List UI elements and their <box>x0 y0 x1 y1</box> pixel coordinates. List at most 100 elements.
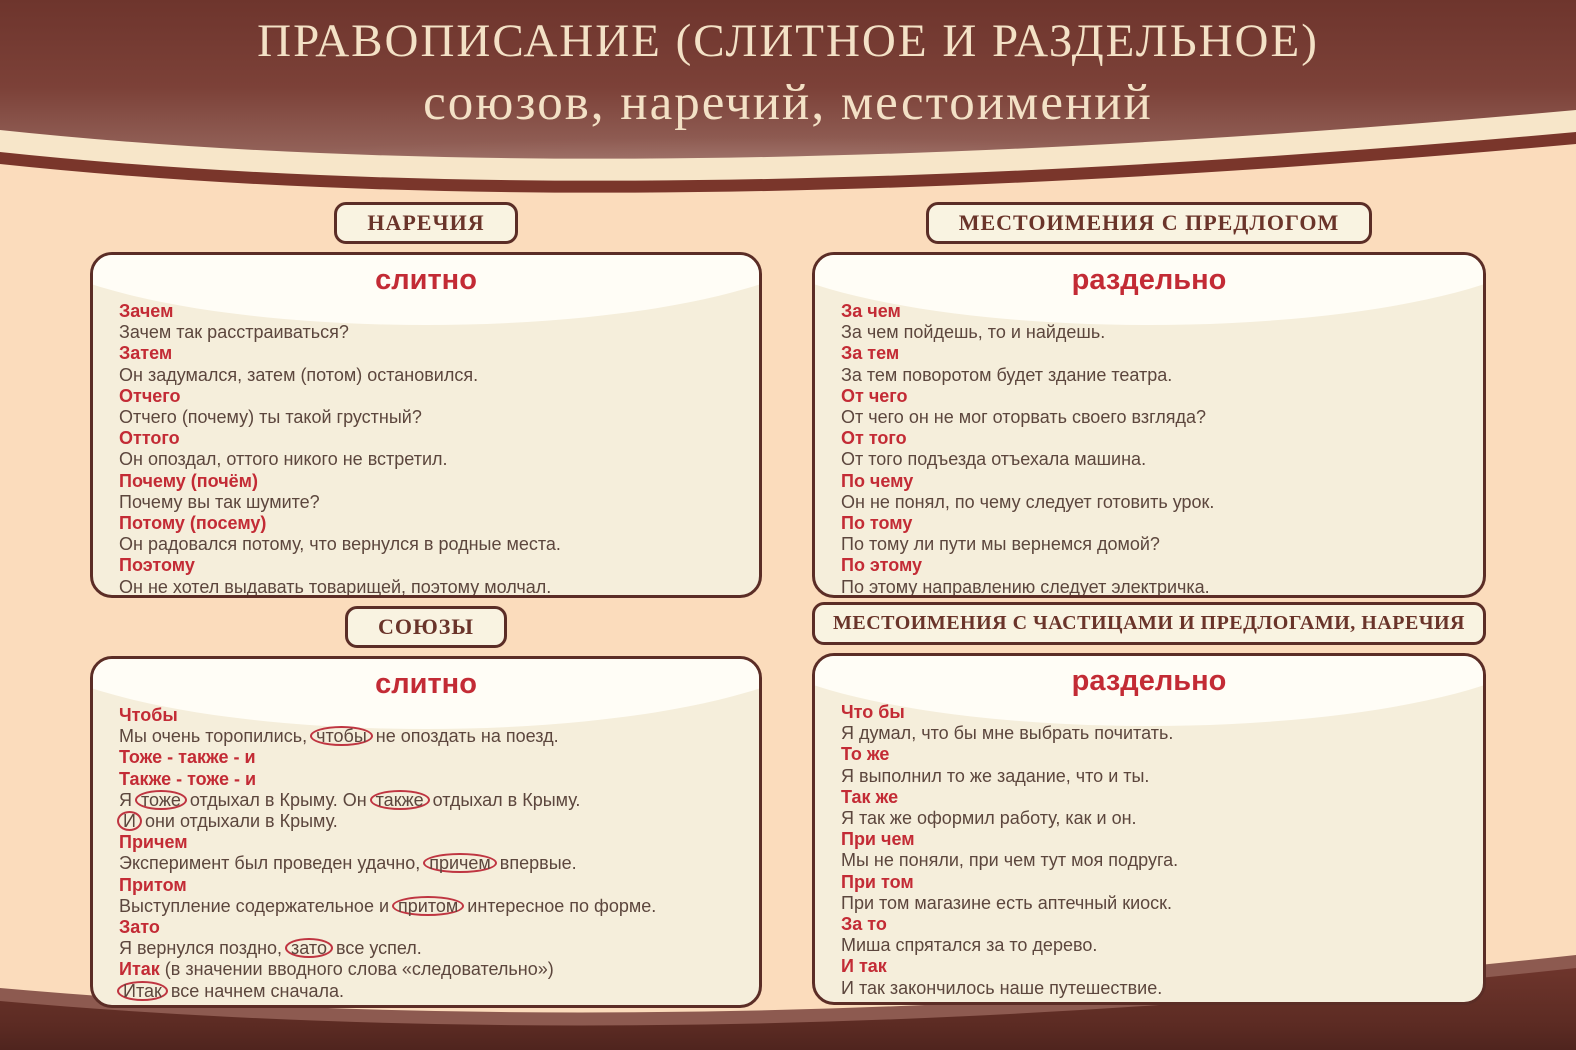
text-segment: Тоже - также - и <box>119 747 256 768</box>
example-line: Он не хотел выдавать товарищей, поэтому … <box>119 577 739 595</box>
term-line: Зато <box>119 917 739 938</box>
section-label: МЕСТОИМЕНИЯ С ПРЕДЛОГОМ <box>925 202 1373 244</box>
text-segment: Притом <box>119 874 187 895</box>
text-segment: Выступление содержательное и <box>119 895 395 916</box>
text-segment: То же <box>841 744 890 765</box>
circled-word: также <box>369 789 430 810</box>
footer-shape <box>0 968 1576 1050</box>
text-segment: Я думал, что бы мне выбрать почитать. <box>841 723 1174 744</box>
panel-lines: Зачем Зачем так расстраиваться? Затем Он за… <box>93 296 759 595</box>
section-pronouns-with-preposition: МЕСТОИМЕНИЯ С ПРЕДЛОГОМ раздельно За чем… <box>812 202 1486 598</box>
text-segment: (в значении вводного слова «следовательн… <box>159 959 554 980</box>
term-line: Отчего <box>119 386 739 407</box>
panel-lines: За чем За чем пойдешь, то и найдешь. За те… <box>815 296 1483 595</box>
text-segment: За тем <box>841 343 900 364</box>
term-line: Поэтому <box>119 555 739 576</box>
poster-title-line2: союзов, наречий, местоимений <box>423 75 1153 131</box>
term-line: Так же <box>841 787 1463 808</box>
term-line: За тем <box>841 343 1463 364</box>
text-segment: По тому ли пути мы вернемся домой? <box>841 534 1160 555</box>
term-line: При чем <box>841 829 1463 850</box>
section-label: МЕСТОИМЕНИЯ С ЧАСТИЦАМИ И ПРЕДЛОГАМИ, НА… <box>812 602 1486 645</box>
term-line: Затем <box>119 343 739 364</box>
text-segment: Мы очень торопились, <box>119 726 313 747</box>
text-segment: Я выполнил то же задание, что и ты. <box>841 765 1150 786</box>
term-line: По тому <box>841 513 1463 534</box>
text-segment: По чему <box>841 470 914 491</box>
section-label-row: СОЮЗЫ <box>90 606 762 648</box>
text-segment: Что бы <box>841 702 905 722</box>
example-line: По этому направлению следует электричка. <box>841 577 1463 595</box>
text-segment: Мы не поняли, при чем тут моя подруга. <box>841 850 1179 871</box>
panel-title: слитно <box>375 668 477 700</box>
example-line: Отчего (почему) ты такой грустный? <box>119 407 739 428</box>
text-segment: Зачем так расстраиваться? <box>119 322 349 343</box>
example-line: И так закончилось наше путешествие. <box>841 978 1463 999</box>
rules-panel: раздельно Что бы Я думал, что бы мне выбр… <box>812 653 1486 1005</box>
text-segment: отдыхал в Крыму. Он <box>184 789 372 810</box>
example-line: От того подъезда отъехала машина. <box>841 449 1463 470</box>
text-segment: И так <box>841 956 887 977</box>
term-line: При том <box>841 872 1463 893</box>
circled-word: Итак <box>117 980 168 1001</box>
text-segment: Почему вы так шумите? <box>119 491 320 512</box>
text-segment: При том <box>841 871 914 892</box>
example-line: Я тоже отдыхал в Крыму. Он также отдыхал… <box>119 789 739 811</box>
text-segment: все успел. <box>330 938 422 959</box>
term-line: То же <box>841 744 1463 765</box>
section-label-row: МЕСТОИМЕНИЯ С ЧАСТИЦАМИ И ПРЕДЛОГАМИ, НА… <box>812 602 1486 645</box>
circled-word: тоже <box>135 789 187 810</box>
rules-panel: слитно Чтобы Мы очень торопились, чтобы н… <box>90 656 762 1008</box>
term-line: Тоже - также - и <box>119 747 739 768</box>
example-line: При том магазине есть аптечный киоск. <box>841 893 1463 914</box>
text-segment: Эксперимент был проведен удачно, <box>119 853 426 874</box>
example-line: Он радовался потому, что вернулся в родн… <box>119 534 739 555</box>
circled-word: причем <box>423 853 497 874</box>
text-segment: Зато <box>119 917 160 938</box>
example-line: Мы очень торопились, чтобы не опоздать н… <box>119 726 739 747</box>
term-line: Почему (почём) <box>119 471 739 492</box>
panel-title: раздельно <box>1071 665 1227 697</box>
section-label-row: МЕСТОИМЕНИЯ С ПРЕДЛОГОМ <box>812 202 1486 244</box>
section-pronouns-with-particles: МЕСТОИМЕНИЯ С ЧАСТИЦАМИ И ПРЕДЛОГАМИ, НА… <box>812 602 1486 1005</box>
text-segment: За чем пойдешь, то и найдешь. <box>841 322 1106 343</box>
example-line: Итак (в значении вводного слова «следова… <box>119 959 739 980</box>
example-line: Почему вы так шумите? <box>119 492 739 513</box>
text-segment: все начнем сначала. <box>165 980 344 1001</box>
example-line: Мы не поняли, при чем тут моя подруга. <box>841 850 1463 871</box>
term-line: По этому <box>841 555 1463 576</box>
text-segment: Он радовался потому, что вернулся в родн… <box>119 534 561 555</box>
text-segment: Почему (почём) <box>119 470 258 491</box>
term-line: От того <box>841 428 1463 449</box>
text-segment: Оттого <box>119 428 180 449</box>
text-segment: Затем <box>119 343 173 364</box>
term-line: Притом <box>119 875 739 896</box>
term-line: Причем <box>119 832 739 853</box>
term-line: Потому (посему) <box>119 513 739 534</box>
text-segment: При чем <box>841 829 915 850</box>
circled-word: И <box>117 811 142 832</box>
section-label: НАРЕЧИЯ <box>334 202 518 244</box>
text-segment: Отчего <box>119 385 181 406</box>
text-segment: За тем поворотом будет здание театра. <box>841 364 1173 385</box>
example-line: За чем пойдешь, то и найдешь. <box>841 322 1463 343</box>
highlighted-word: Итак <box>119 959 160 980</box>
term-line: Оттого <box>119 428 739 449</box>
term-line: За чем <box>841 301 1463 322</box>
section-label: СОЮЗЫ <box>345 606 507 648</box>
text-segment: За то <box>841 914 887 935</box>
text-segment: От чего <box>841 385 908 406</box>
text-segment: Я вернулся поздно, <box>119 938 288 959</box>
text-segment: Также - тоже - и <box>119 768 257 789</box>
text-segment: Я <box>119 789 137 810</box>
circled-word: притом <box>392 895 465 916</box>
rules-panel: слитно Зачем Зачем так расстраиваться? Зат… <box>90 252 762 598</box>
text-segment: Я так же оформил работу, как и он. <box>841 808 1137 829</box>
term-line: И так <box>841 956 1463 977</box>
text-segment: Так же <box>841 786 899 807</box>
example-line: Эксперимент был проведен удачно, причем … <box>119 853 739 874</box>
term-line: От чего <box>841 386 1463 407</box>
text-segment: Потому (посему) <box>119 513 267 534</box>
text-segment: Он опоздал, оттого никого не встретил. <box>119 449 448 470</box>
